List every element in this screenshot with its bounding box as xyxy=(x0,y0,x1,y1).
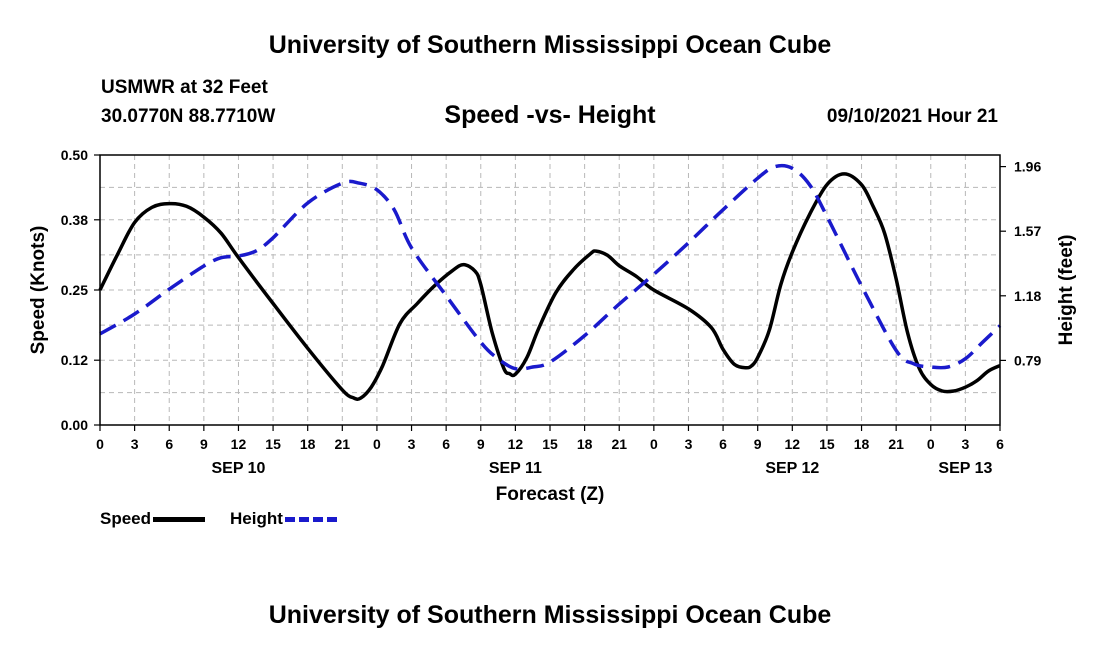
y2-tick-label: 0.79 xyxy=(1014,352,1041,368)
x-tick-label: 0 xyxy=(373,436,381,452)
x-tick-label: 3 xyxy=(961,436,969,452)
x-tick-label: 3 xyxy=(685,436,693,452)
x-tick-label: 9 xyxy=(477,436,485,452)
legend-height-swatch xyxy=(284,516,337,522)
x-tick-label: 12 xyxy=(231,436,247,452)
x-tick-label: 21 xyxy=(335,436,351,452)
series-line-height xyxy=(99,163,1002,371)
x-tick-label: 6 xyxy=(996,436,1004,452)
x-tick-label: 9 xyxy=(200,436,208,452)
x-tick-label: 15 xyxy=(819,436,835,452)
x-tick-label: 9 xyxy=(754,436,762,452)
x-tick-label: 6 xyxy=(719,436,727,452)
axes: 0 3 6 9 12 15 18 21 0 3 6 9 12 15 18 21 0 3 6 9 12 15 18 21 0 3 6S… xyxy=(61,147,1042,477)
y2-tick-label: 1.96 xyxy=(1014,159,1041,175)
x-axis-label: Forecast (Z) xyxy=(496,484,605,505)
forecast-datetime: 09/10/2021 Hour 21 xyxy=(826,106,998,127)
chart-subtitle: Speed -vs- Height xyxy=(444,101,656,129)
y2-tick-label: 1.57 xyxy=(1014,223,1041,239)
y-tick-label: 0.25 xyxy=(61,282,88,298)
y-tick-label: 0.38 xyxy=(61,212,88,228)
series-layer xyxy=(98,163,1002,401)
series-line-speed xyxy=(98,172,1001,401)
grid xyxy=(100,155,1000,425)
x-day-label: SEP 12 xyxy=(765,460,819,477)
x-tick-label: 6 xyxy=(165,436,173,452)
legend-item-speed: Speed xyxy=(100,509,206,529)
x-tick-label: 15 xyxy=(542,436,558,452)
x-day-label: SEP 13 xyxy=(938,460,992,477)
x-tick-label: 21 xyxy=(611,436,627,452)
station-name: USMWR at 32 Feet xyxy=(101,77,268,98)
x-tick-label: 0 xyxy=(96,436,104,452)
x-day-label: SEP 10 xyxy=(211,460,265,477)
x-tick-label: 6 xyxy=(442,436,450,452)
legend-speed-label: Speed xyxy=(100,509,152,528)
x-tick-label: 0 xyxy=(650,436,658,452)
chart-title: University of Southern Mississippi Ocean… xyxy=(268,31,832,59)
y2-tick-label: 1.18 xyxy=(1014,288,1041,304)
x-tick-label: 12 xyxy=(785,436,801,452)
x-tick-label: 3 xyxy=(131,436,139,452)
y-tick-label: 0.12 xyxy=(61,352,88,368)
x-tick-label: 15 xyxy=(265,436,281,452)
x-tick-label: 18 xyxy=(854,436,870,452)
x-tick-label: 12 xyxy=(508,436,524,452)
x-tick-label: 18 xyxy=(577,436,593,452)
x-tick-label: 18 xyxy=(300,436,316,452)
x-tick-label: 3 xyxy=(408,436,416,452)
y-tick-label: 0.00 xyxy=(61,417,88,433)
x-day-label: SEP 11 xyxy=(489,460,542,477)
y-tick-label: 0.50 xyxy=(61,147,88,163)
legend-speed-swatch xyxy=(153,516,206,522)
x-tick-label: 0 xyxy=(927,436,935,452)
legend-height-label: Height xyxy=(230,509,283,528)
y-axis-label: Speed (Knots) xyxy=(28,226,49,355)
footer-title: University of Southern Mississippi Ocean… xyxy=(268,601,832,629)
x-tick-label: 21 xyxy=(888,436,904,452)
y2-axis-label: Height (feet) xyxy=(1056,235,1077,346)
station-coordinates: 30.0770N 88.7710W xyxy=(101,106,276,127)
legend-item-height: Height xyxy=(230,509,337,529)
